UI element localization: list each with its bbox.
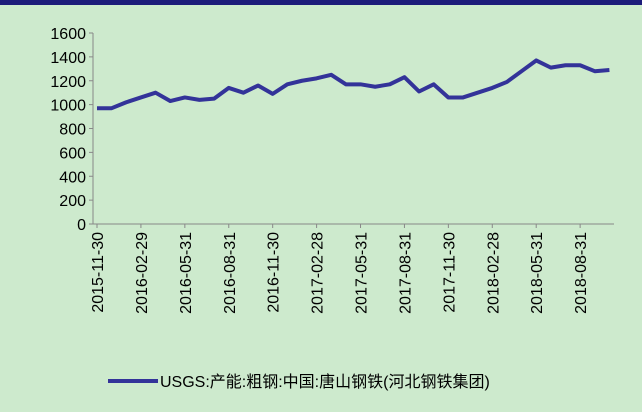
x-tick-label: 2016-02-29 <box>134 232 151 314</box>
y-tick-label: 1200 <box>50 74 86 91</box>
x-tick-label: 2018-02-28 <box>485 232 502 314</box>
x-tick-label: 2017-02-28 <box>310 232 327 314</box>
y-tick-label: 200 <box>59 193 86 210</box>
x-tick-label: 2016-05-31 <box>178 232 195 314</box>
x-tick-label: 2018-08-31 <box>573 232 590 314</box>
y-tick-label: 600 <box>59 145 86 162</box>
y-tick-label: 1600 <box>50 26 86 43</box>
legend-label: USGS:产能:粗钢:中国:唐山钢铁(河北钢铁集团) <box>160 373 490 391</box>
x-tick-label: 2017-08-31 <box>397 232 414 314</box>
series-line <box>97 58 610 111</box>
x-tick-label: 2018-05-31 <box>529 232 546 314</box>
x-tick-label: 2016-11-30 <box>266 232 283 313</box>
y-tick-label: 800 <box>59 122 86 139</box>
y-tick-label: 0 <box>77 217 86 234</box>
x-tick-label: 2016-08-31 <box>222 232 239 314</box>
y-tick-label: 400 <box>59 169 86 186</box>
x-tick-label: 2017-11-30 <box>441 232 458 313</box>
y-tick-label: 1000 <box>50 98 86 115</box>
x-tick-label: 2015-11-30 <box>90 232 107 313</box>
y-tick-label: 1400 <box>50 50 86 67</box>
top-border <box>0 0 642 5</box>
x-tick-label: 2017-05-31 <box>354 232 371 314</box>
